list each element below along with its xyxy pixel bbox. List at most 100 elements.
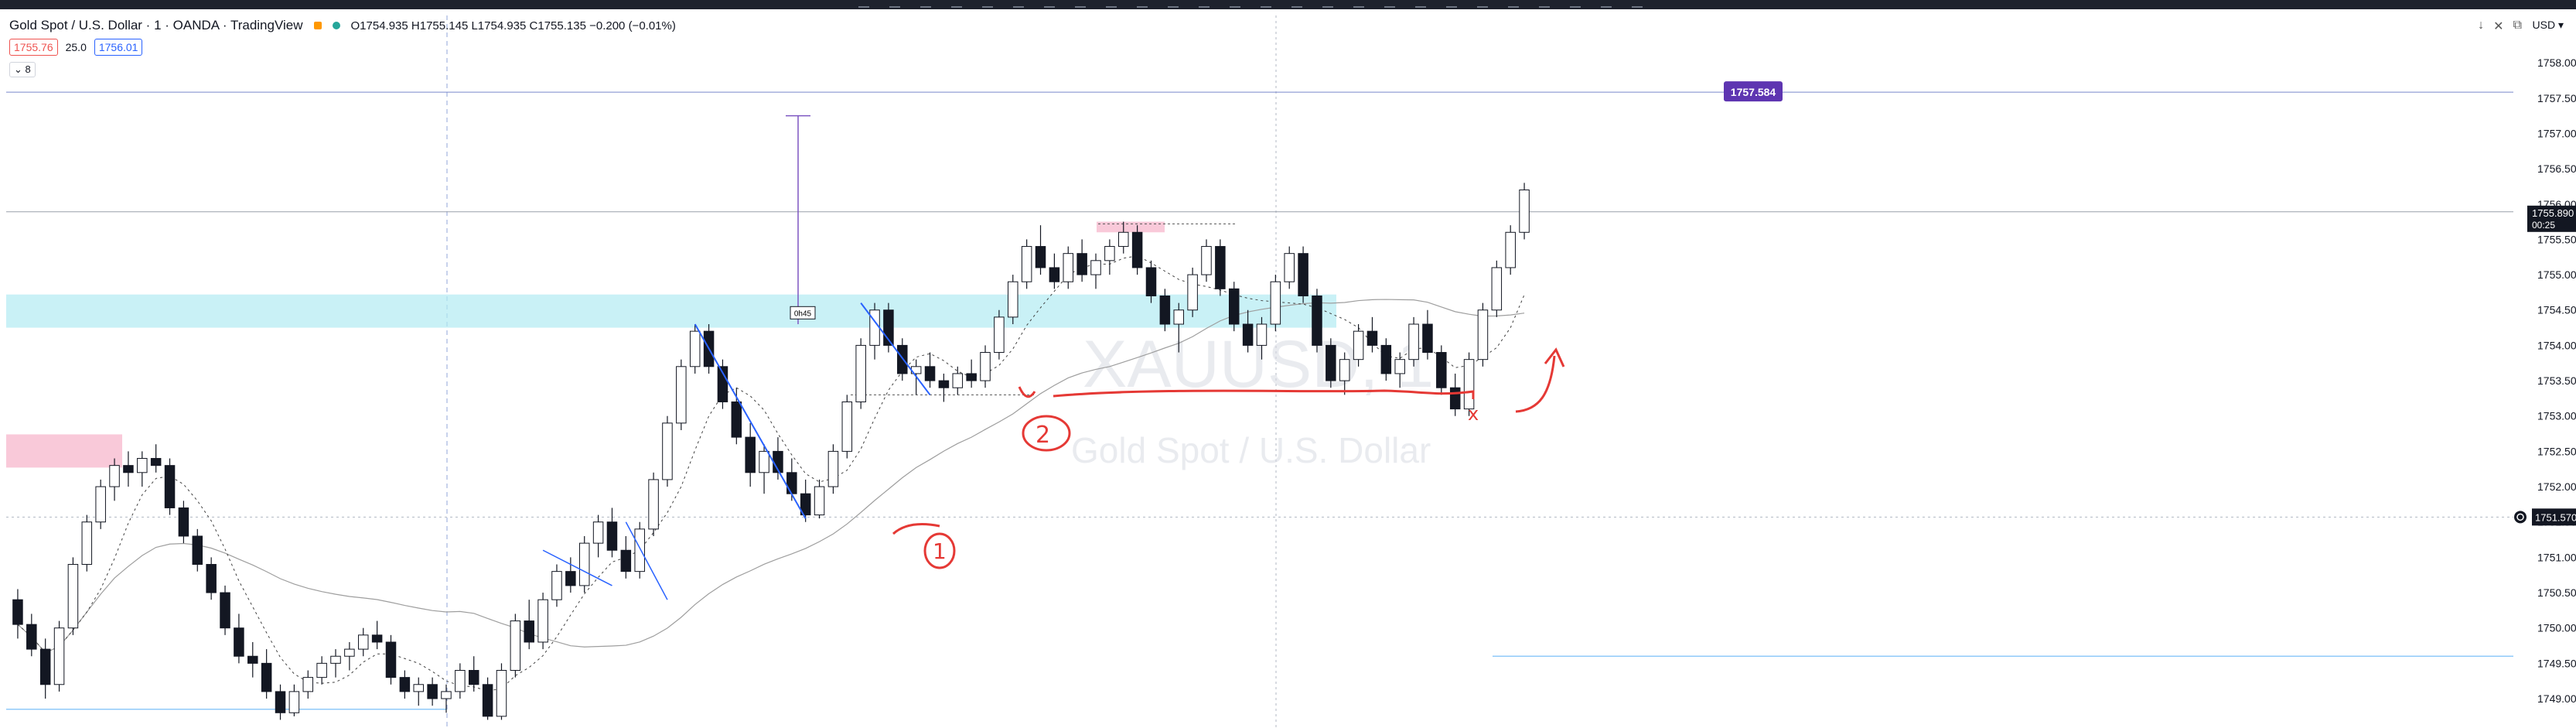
candle	[841, 395, 853, 459]
price-tick-label: 1753.000	[2537, 410, 2576, 422]
toolbar-tool-icon[interactable]	[1539, 2, 1550, 8]
trend-line[interactable]	[694, 323, 807, 519]
candle-body	[1159, 295, 1171, 325]
toolbar-tool-icon[interactable]	[858, 2, 869, 8]
candle-body	[1408, 323, 1419, 361]
toolbar-tool-icon[interactable]	[982, 2, 993, 8]
candle	[1145, 260, 1157, 303]
candle	[1491, 260, 1503, 317]
price-tick-label: 1749.500	[2537, 657, 2576, 669]
toolbar-tool-icon[interactable]	[1477, 2, 1488, 8]
candle	[689, 324, 701, 374]
candle	[1242, 309, 1254, 353]
candle-body	[551, 571, 562, 600]
price-tick-label: 1758.000	[2537, 56, 2576, 69]
toolbar-tool-icon[interactable]	[1446, 2, 1457, 8]
candle-body	[164, 465, 176, 508]
candle	[81, 514, 93, 572]
candle	[952, 366, 964, 395]
candle-body	[455, 670, 466, 692]
toolbar-tool-icon[interactable]	[951, 2, 962, 8]
candle-body	[1422, 323, 1433, 354]
toolbar-tool-icon[interactable]	[1508, 2, 1519, 8]
candle-body	[1173, 309, 1185, 325]
candle	[1394, 352, 1405, 388]
candle	[897, 338, 908, 381]
candle	[1049, 253, 1060, 289]
candle-body	[510, 620, 521, 672]
trend-line[interactable]	[542, 549, 612, 586]
toolbar-tool-icon[interactable]	[1601, 2, 1612, 8]
candle-body	[1049, 267, 1060, 282]
toolbar-tool-icon[interactable]	[1322, 2, 1333, 8]
spread-value: 25.0	[65, 41, 87, 53]
toolbar-tool-icon[interactable]	[1570, 2, 1581, 8]
trend-line[interactable]	[625, 521, 668, 600]
candle-body	[1215, 246, 1226, 289]
candle-body	[234, 627, 244, 657]
toolbar-tool-icon[interactable]	[1353, 2, 1364, 8]
candle-body	[841, 401, 853, 452]
candle	[869, 302, 880, 360]
toolbar-tool-icon[interactable]	[889, 2, 900, 8]
candle	[482, 677, 493, 720]
toolbar-tool-icon[interactable]	[1415, 2, 1426, 8]
arrow-down-icon[interactable]: ↓	[2478, 19, 2485, 32]
candle-body	[247, 655, 258, 664]
toolbar-tool-icon[interactable]	[1044, 2, 1055, 8]
price-tick-label: 1752.000	[2537, 480, 2576, 493]
right-supply-zone	[1097, 221, 1165, 233]
window-icon[interactable]: ⧉	[2513, 19, 2522, 32]
candle	[441, 684, 452, 713]
toolbar-tool-icon[interactable]	[1230, 2, 1240, 8]
drawings[interactable]: 0h45 1 2 x	[542, 114, 1565, 600]
buy-price-button[interactable]: 1756.01	[94, 39, 143, 56]
candle-body	[634, 528, 645, 572]
toolbar-tool-icon[interactable]	[1013, 2, 1024, 8]
candle-body	[869, 309, 880, 346]
toolbar-tool-icon[interactable]	[1106, 2, 1117, 8]
candle-body	[786, 472, 797, 494]
toolbar-tool-icon[interactable]	[1384, 2, 1395, 8]
candle	[288, 684, 300, 716]
candle	[1449, 373, 1461, 416]
candle-body	[827, 450, 839, 487]
sell-price-button[interactable]: 1755.76	[9, 39, 58, 56]
toolbar-tool-icon[interactable]	[920, 2, 931, 8]
candle	[1284, 246, 1295, 289]
toolbar-tool-icon[interactable]	[1261, 2, 1271, 8]
hand-drawn-support-line	[1053, 389, 1475, 399]
candle	[634, 521, 645, 579]
toolbar-tool-icon[interactable]	[1137, 2, 1148, 8]
price-axis[interactable]: 1758.0001757.5001757.0001756.5001756.000…	[2513, 15, 2576, 728]
candle	[1063, 246, 1074, 289]
candle-body	[1353, 330, 1364, 361]
measure-label-box	[790, 306, 816, 320]
crosshair-target-ring	[2516, 513, 2524, 521]
indicator-toggle-button[interactable]: ⌄ 8	[9, 62, 36, 77]
candle	[12, 589, 23, 639]
price-tick-label: 1753.500	[2537, 374, 2576, 387]
price-tick-label: 1754.000	[2537, 339, 2576, 351]
candle	[330, 649, 341, 678]
candle-body	[897, 344, 908, 374]
toolbar-tool-icon[interactable]	[1291, 2, 1302, 8]
candle	[676, 359, 687, 430]
toolbar-tool-icon[interactable]	[1199, 2, 1210, 8]
toolbar-tool-icon[interactable]	[1632, 2, 1643, 8]
candle-body	[399, 677, 411, 692]
symbol-title[interactable]: Gold Spot / U.S. Dollar · 1 · OANDA · Tr…	[9, 18, 303, 32]
candle-body	[980, 352, 991, 381]
trend-line[interactable]	[860, 302, 931, 395]
crosshair-target-icon[interactable]	[2514, 511, 2527, 524]
crosshair-price-tag	[2532, 508, 2576, 526]
candle	[578, 535, 590, 593]
close-icon[interactable]: ✕	[2493, 20, 2504, 33]
flag-icon[interactable]	[313, 22, 322, 29]
candle-body	[578, 542, 590, 586]
candle	[302, 670, 314, 699]
toolbar-tool-icon[interactable]	[1075, 2, 1086, 8]
toolbar-tool-icon[interactable]	[1168, 2, 1179, 8]
currency-selector[interactable]: USD ▾	[2532, 19, 2564, 31]
